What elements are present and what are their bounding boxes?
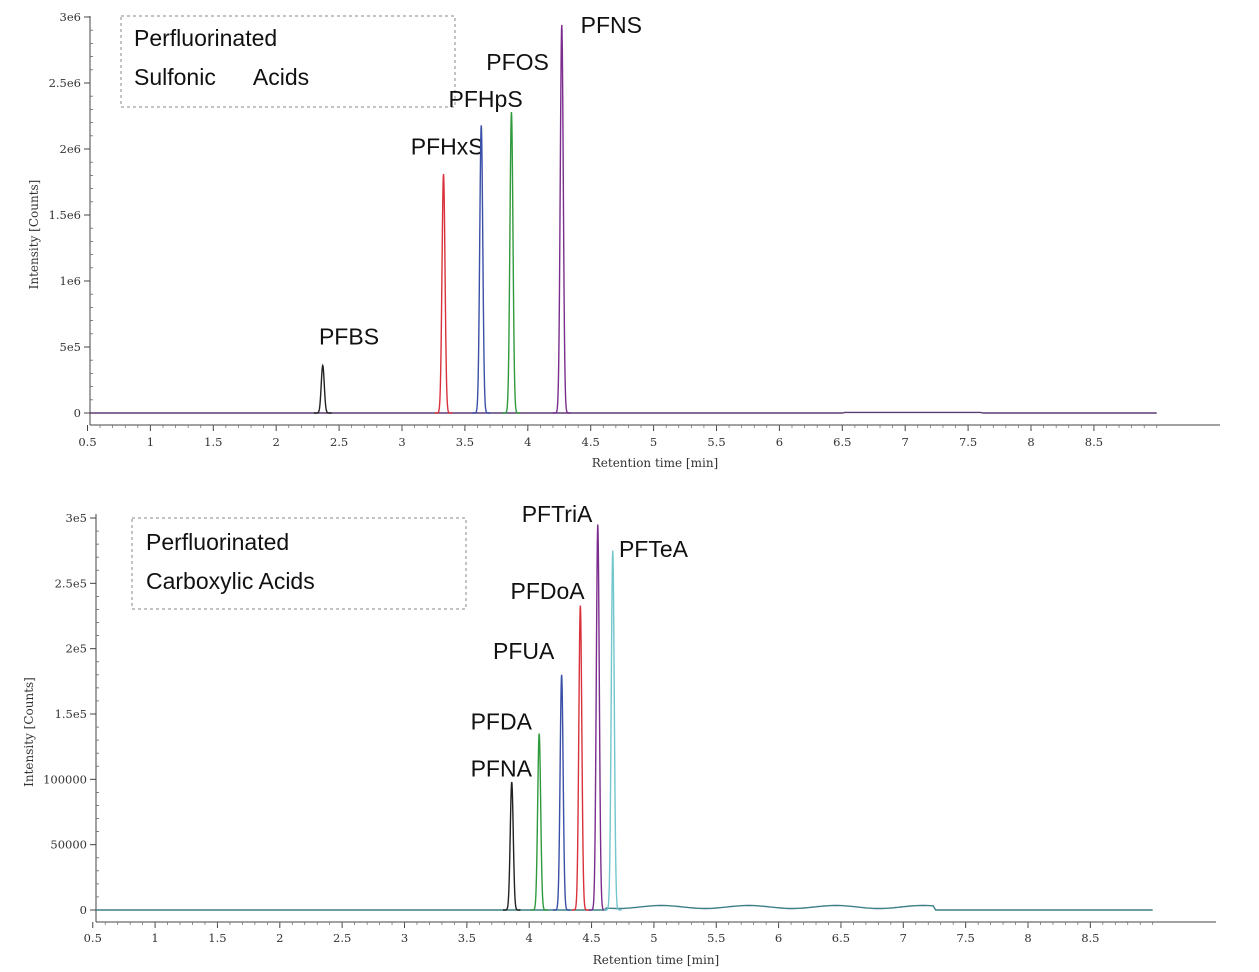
x-tick-label: 3.5	[456, 435, 474, 449]
y-tick-label: 50000	[50, 838, 87, 852]
peak-pfhps	[472, 125, 491, 414]
x-tick-label: 2.5	[330, 435, 348, 449]
x-tick-label: 6.5	[833, 435, 851, 449]
legend-box	[131, 517, 467, 610]
baseline-trace	[96, 904, 1153, 911]
x-tick-label: 4	[526, 931, 533, 945]
peak-label-pfns: PFNS	[581, 12, 642, 38]
y-tick-label: 2e5	[66, 642, 87, 656]
y-tick-label: 2.5e6	[49, 76, 81, 90]
peak-label-pfhxs: PFHxS	[411, 133, 484, 159]
peak-pftea	[604, 550, 622, 911]
x-tick-label: 1.5	[208, 931, 226, 945]
x-tick-label: 0.5	[84, 931, 102, 945]
x-tick-label: 7.5	[959, 435, 977, 449]
peak-pfdoa	[571, 605, 590, 911]
x-tick-label: 8.5	[1085, 435, 1103, 449]
y-tick-label: 3e6	[60, 10, 81, 24]
legend-box-line: Perfluorinated	[146, 529, 289, 555]
peak-pfos	[502, 111, 521, 414]
legend-box-line: Perfluorinated	[134, 25, 277, 51]
peak-pfua	[552, 674, 571, 911]
peak-label-pfbs: PFBS	[319, 323, 379, 349]
y-tick-label: 1.5e6	[49, 208, 81, 222]
x-tick-label: 3	[398, 435, 405, 449]
x-tick-label: 8	[1027, 435, 1034, 449]
x-tick-label: 5.5	[707, 435, 725, 449]
x-tick-label: 6	[776, 435, 783, 449]
x-tick-label: 1.5	[204, 435, 222, 449]
x-tick-label: 4.5	[582, 435, 600, 449]
y-tick-label: 2e6	[60, 142, 81, 156]
peak-label-pfhps: PFHpS	[449, 86, 523, 112]
peak-label-pfua: PFUA	[493, 638, 555, 664]
x-tick-label: 4.5	[582, 931, 600, 945]
y-tick-label: 2.5e5	[55, 576, 87, 590]
x-tick-label: 8	[1024, 931, 1031, 945]
peak-label-pfda: PFDA	[471, 709, 533, 735]
x-tick-label: 8.5	[1081, 931, 1099, 945]
x-axis-title: Retention time [min]	[592, 456, 718, 470]
peak-pfbs	[313, 363, 332, 414]
peak-label-pfos: PFOS	[486, 49, 549, 75]
x-tick-label: 7.5	[957, 931, 975, 945]
x-tick-label: 0.5	[78, 435, 96, 449]
x-tick-label: 5	[650, 435, 657, 449]
peak-label-pfdoa: PFDoA	[510, 578, 585, 604]
y-tick-label: 0	[80, 903, 87, 917]
x-tick-label: 4	[524, 435, 531, 449]
peak-pftria	[589, 524, 607, 911]
x-tick-label: 5.5	[707, 931, 725, 945]
x-axis-title: Retention time [min]	[593, 953, 719, 967]
peak-pfna	[503, 781, 521, 911]
x-tick-label: 6.5	[832, 931, 850, 945]
y-axis-title: Intensity [Counts]	[27, 180, 41, 290]
legend-box-line: Carboxylic Acids	[146, 568, 315, 594]
y-axis-title: Intensity [Counts]	[22, 677, 36, 787]
y-tick-label: 1e6	[60, 274, 81, 288]
peak-pfda	[530, 733, 548, 911]
legend-box	[120, 15, 456, 108]
x-tick-label: 7	[902, 435, 909, 449]
peak-pfhxs	[434, 174, 453, 414]
x-tick-label: 2	[273, 435, 280, 449]
peak-pfns	[552, 24, 571, 414]
x-tick-label: 7	[900, 931, 907, 945]
peak-label-pfna: PFNA	[471, 756, 533, 782]
chart-panel-1: Perfluorinated Sulfonic Acids 0 5e5 1e6 1.5e6…	[27, 10, 1220, 470]
chart-panel-2: Perfluorinated Carboxylic Acids 0 50000 1000…	[22, 501, 1216, 967]
peak-label-pftea: PFTeA	[619, 536, 689, 562]
y-tick-label: 5e5	[60, 340, 81, 354]
legend-box-line: Sulfonic Acids	[134, 64, 309, 90]
y-tick-label: 0	[74, 406, 81, 420]
x-tick-label: 1	[147, 435, 154, 449]
y-tick-label: 3e5	[66, 511, 87, 525]
x-tick-label: 1	[151, 931, 158, 945]
x-tick-label: 2	[276, 931, 283, 945]
y-tick-label: 100000	[43, 772, 87, 786]
x-tick-label: 5	[650, 931, 657, 945]
x-tick-label: 6	[775, 931, 782, 945]
x-tick-label: 3.5	[458, 931, 476, 945]
peak-label-pftria: PFTriA	[522, 501, 593, 527]
x-tick-label: 3	[401, 931, 408, 945]
baseline-trace	[90, 411, 1157, 414]
y-tick-label: 1.5e5	[55, 707, 87, 721]
x-tick-label: 2.5	[333, 931, 351, 945]
